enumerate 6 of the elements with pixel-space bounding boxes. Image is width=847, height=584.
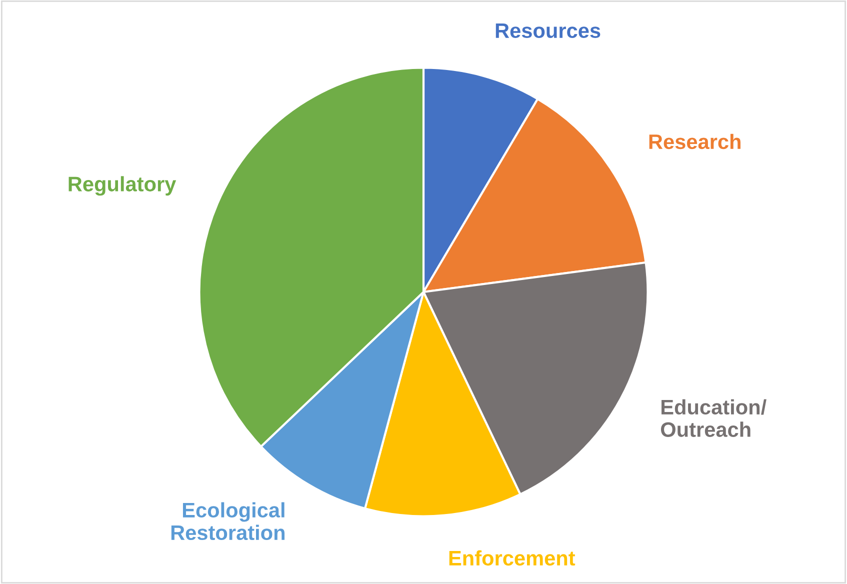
slice-label: Enforcement xyxy=(449,550,576,566)
slice-label: Ecological Restoration xyxy=(171,502,285,540)
slice-label: Resources xyxy=(496,23,600,38)
slice-label: Education/ Outreach xyxy=(660,399,766,437)
slice-label: Regulatory xyxy=(68,176,176,196)
slice-label: Research xyxy=(649,134,740,150)
